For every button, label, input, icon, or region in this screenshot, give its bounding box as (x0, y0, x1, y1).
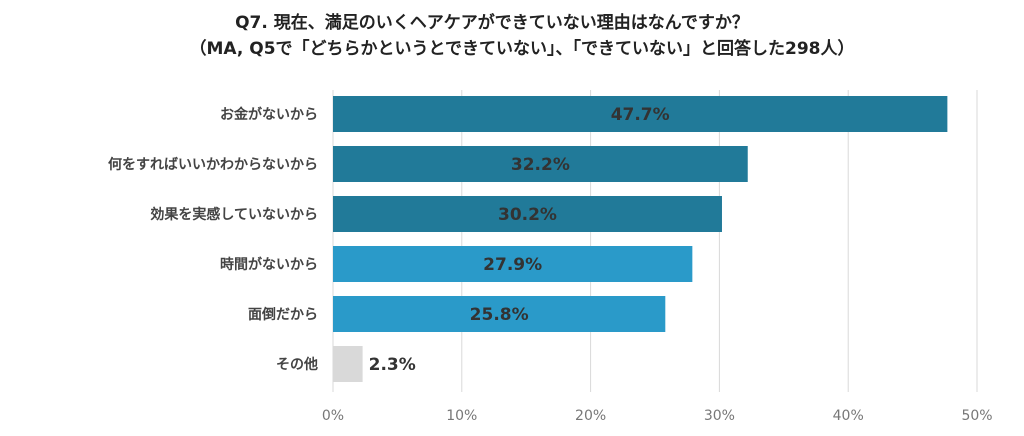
x-tick-label: 40% (833, 408, 864, 424)
bar (333, 246, 693, 282)
category-label: 何をすればいいかわからないから (108, 156, 318, 173)
x-tick-label: 0% (322, 408, 344, 424)
chart-subtitle: （MA, Q5で「どちらかというとできていない」、「できていない」と回答した29… (189, 39, 855, 59)
bar (333, 96, 948, 132)
data-label: 25.8% (470, 305, 529, 325)
data-label: 47.7% (611, 105, 670, 125)
data-label: 32.2% (511, 155, 570, 175)
x-tick-label: 10% (446, 408, 477, 424)
chart-title: Q7. 現在、満足のいくヘアケアができていない理由はなんですか？ (235, 13, 749, 33)
bar (333, 296, 666, 332)
data-label: 30.2% (498, 205, 557, 225)
bar (333, 146, 748, 182)
category-label: 時間がないから (220, 256, 318, 273)
category-label: お金がないから (220, 106, 318, 123)
bar (333, 196, 722, 232)
category-label: 効果を実感していないから (150, 206, 318, 223)
data-label: 27.9% (483, 255, 542, 275)
data-label: 2.3% (369, 355, 416, 375)
x-tick-label: 50% (961, 408, 992, 424)
bar (333, 346, 363, 382)
x-tick-label: 20% (575, 408, 606, 424)
category-label: 面倒だから (248, 306, 318, 323)
x-tick-label: 30% (704, 408, 735, 424)
category-label: その他 (276, 356, 318, 373)
